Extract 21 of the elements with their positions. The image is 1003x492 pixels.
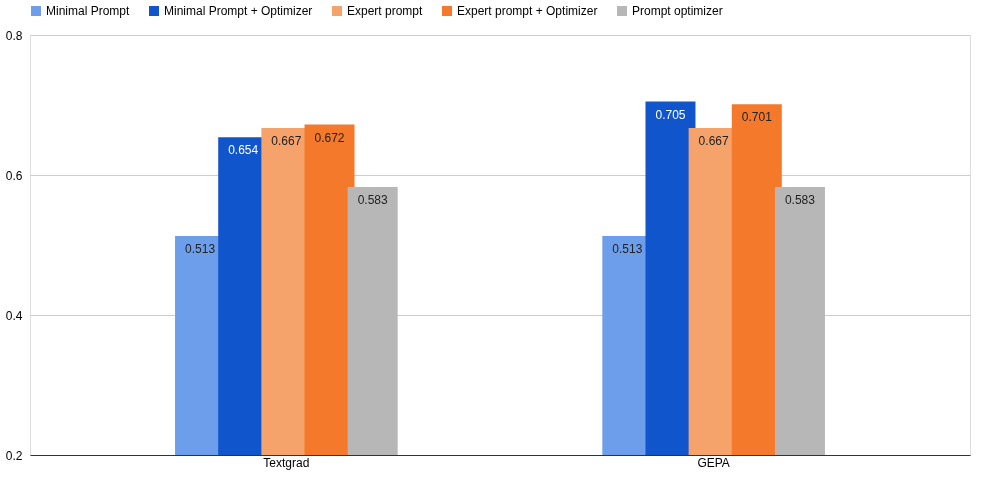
data-label: 0.667 [698,134,729,149]
data-label: 0.654 [228,143,259,158]
data-label: 0.583 [357,192,389,207]
data-label: 0.705 [655,107,686,122]
legend-label: Expert prompt + Optimizer [457,4,598,18]
legend-label: Minimal Prompt + Optimizer [164,4,313,18]
x-tick-label: Textgrad [263,455,310,470]
legend-label: Prompt optimizer [632,4,723,18]
legend-label: Expert prompt [347,4,424,18]
data-label: 0.701 [741,110,773,125]
data-label: 0.667 [271,134,302,149]
data-label: 0.513 [612,241,643,256]
data-label: 0.513 [185,241,216,256]
y-tick-label: 0.8 [5,28,23,43]
data-label: 0.583 [784,192,816,207]
x-tick-label: GEPA [697,455,730,470]
legend-label: Minimal Prompt [46,4,131,18]
y-tick-label: 0.2 [5,448,23,463]
y-tick-label: 0.6 [5,168,23,183]
y-tick-label: 0.4 [5,308,23,323]
data-label: 0.672 [314,130,345,145]
